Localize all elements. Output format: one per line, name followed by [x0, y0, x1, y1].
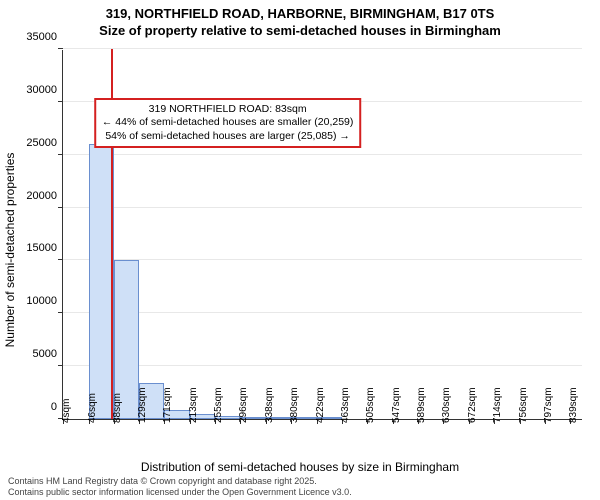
title-line1: 319, NORTHFIELD ROAD, HARBORNE, BIRMINGH…	[0, 6, 600, 23]
footer-line1: Contains HM Land Registry data © Crown c…	[8, 476, 352, 487]
annotation-line1: 319 NORTHFIELD ROAD: 83sqm	[102, 103, 354, 117]
y-tick-mark	[58, 207, 63, 208]
x-tick-label: 839sqm	[568, 387, 579, 423]
x-tick-label: 338sqm	[264, 387, 275, 423]
y-tick-mark	[58, 312, 63, 313]
gridline	[63, 154, 582, 155]
annotation-line2: ← 44% of semi-detached houses are smalle…	[102, 116, 354, 130]
x-tick-label: 88sqm	[112, 393, 123, 423]
x-tick-label: 171sqm	[162, 387, 173, 423]
x-tick-label: 756sqm	[518, 387, 529, 423]
gridline	[63, 259, 582, 260]
y-tick-mark	[58, 48, 63, 49]
x-tick-label: 129sqm	[137, 387, 148, 423]
x-tick-label: 4sqm	[61, 399, 72, 423]
chart-container: 319, NORTHFIELD ROAD, HARBORNE, BIRMINGH…	[0, 0, 600, 500]
y-tick-label: 35000	[26, 31, 63, 43]
x-tick-label: 672sqm	[467, 387, 478, 423]
gridline	[63, 365, 582, 366]
y-tick-label: 15000	[26, 242, 63, 254]
gridline	[63, 48, 582, 49]
annotation-line3: 54% of semi-detached houses are larger (…	[102, 130, 354, 144]
y-tick-mark	[58, 259, 63, 260]
plot-area: 050001000015000200002500030000350004sqm4…	[62, 50, 582, 420]
x-tick-label: 463sqm	[340, 387, 351, 423]
title-block: 319, NORTHFIELD ROAD, HARBORNE, BIRMINGH…	[0, 0, 600, 40]
x-tick-label: 589sqm	[416, 387, 427, 423]
x-tick-label: 380sqm	[289, 387, 300, 423]
x-tick-label: 797sqm	[543, 387, 554, 423]
title-line2: Size of property relative to semi-detach…	[0, 23, 600, 40]
x-tick-label: 46sqm	[87, 393, 98, 423]
y-tick-mark	[58, 101, 63, 102]
footer-line2: Contains public sector information licen…	[8, 487, 352, 498]
y-axis-label: Number of semi-detached properties	[3, 153, 17, 348]
gridline	[63, 207, 582, 208]
gridline	[63, 312, 582, 313]
y-tick-label: 25000	[26, 137, 63, 149]
x-tick-label: 213sqm	[188, 387, 199, 423]
x-tick-label: 630sqm	[441, 387, 452, 423]
footer: Contains HM Land Registry data © Crown c…	[8, 476, 352, 498]
x-tick-label: 714sqm	[492, 387, 503, 423]
x-tick-label: 547sqm	[391, 387, 402, 423]
y-tick-mark	[58, 154, 63, 155]
x-tick-label: 255sqm	[213, 387, 224, 423]
x-tick-label: 296sqm	[238, 387, 249, 423]
y-tick-label: 10000	[26, 295, 63, 307]
y-tick-label: 30000	[26, 84, 63, 96]
x-tick-label: 422sqm	[315, 387, 326, 423]
y-tick-label: 5000	[33, 348, 63, 360]
y-tick-label: 20000	[26, 190, 63, 202]
y-tick-mark	[58, 365, 63, 366]
x-axis-label: Distribution of semi-detached houses by …	[0, 460, 600, 474]
x-tick-label: 505sqm	[365, 387, 376, 423]
annotation-box: 319 NORTHFIELD ROAD: 83sqm← 44% of semi-…	[94, 98, 362, 149]
